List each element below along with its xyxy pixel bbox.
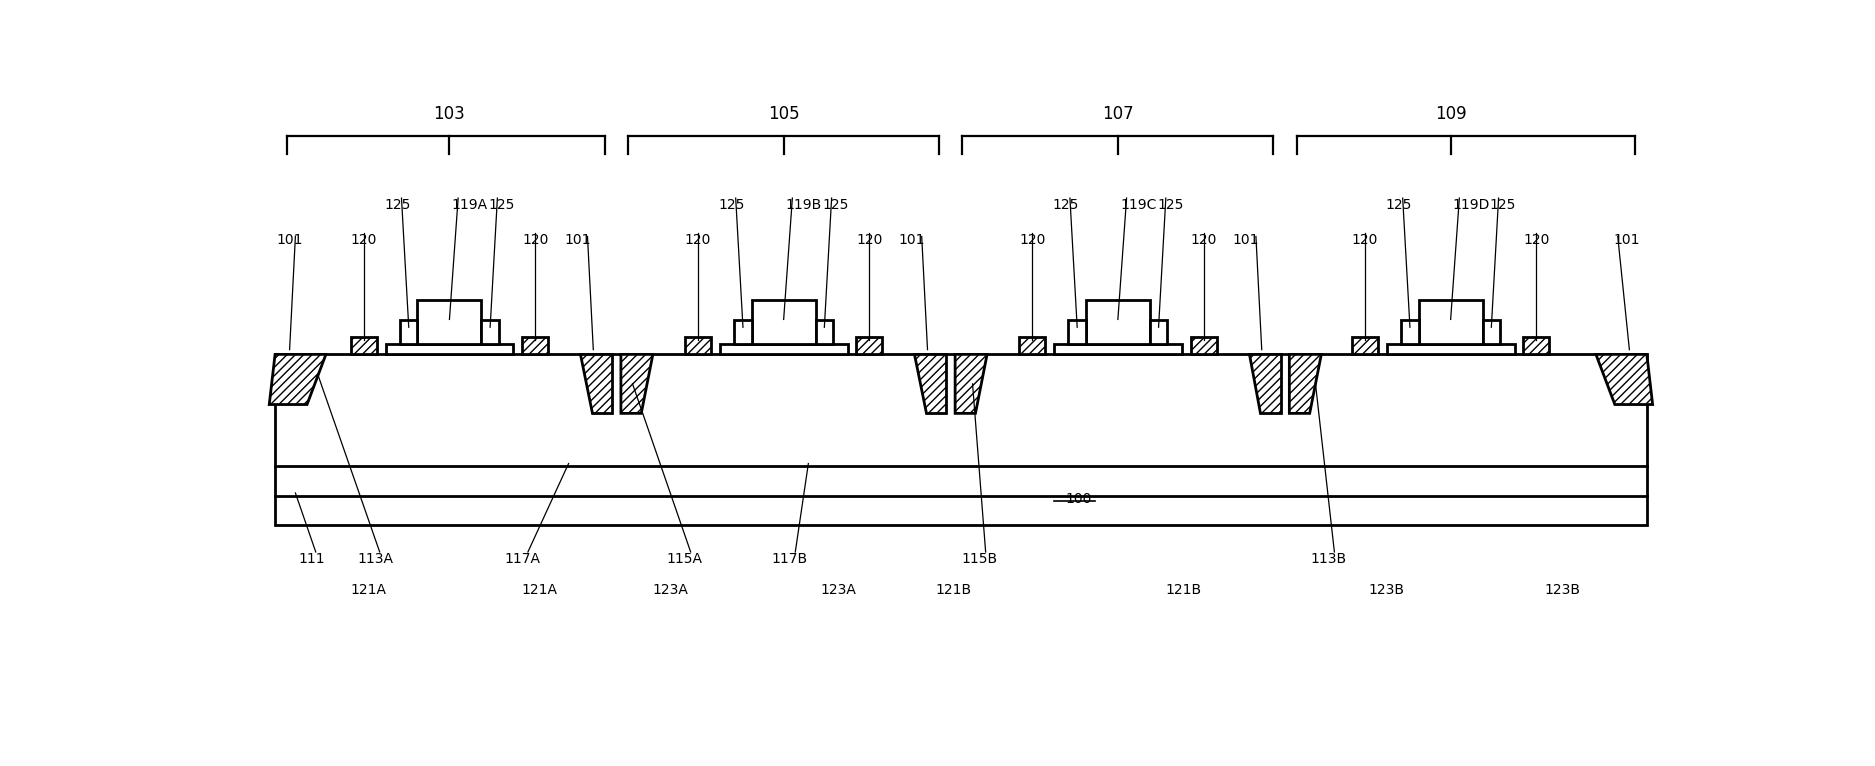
Bar [1419, 300, 1483, 344]
Text: 105: 105 [769, 105, 799, 123]
Bar [1086, 300, 1149, 344]
Text: 123A: 123A [821, 583, 857, 597]
Bar [1069, 320, 1086, 344]
Bar [1020, 337, 1044, 355]
Bar [684, 337, 711, 355]
Polygon shape [621, 355, 652, 414]
Text: 100: 100 [1065, 492, 1091, 506]
Text: 119B: 119B [786, 198, 821, 212]
Text: 125: 125 [489, 198, 516, 212]
Polygon shape [954, 355, 986, 414]
Text: 117A: 117A [504, 552, 540, 566]
Text: 115A: 115A [668, 552, 703, 566]
Text: 125: 125 [1491, 198, 1517, 212]
Bar [752, 300, 816, 344]
Bar [521, 337, 547, 355]
Text: 101: 101 [564, 234, 591, 247]
Bar [1388, 344, 1515, 355]
Text: 125: 125 [1157, 198, 1183, 212]
Polygon shape [915, 355, 947, 414]
Bar [399, 320, 418, 344]
Text: 125: 125 [1052, 198, 1078, 212]
Bar [418, 300, 482, 344]
Text: 123A: 123A [652, 583, 688, 597]
Text: 103: 103 [433, 105, 465, 123]
Text: 121A: 121A [521, 583, 557, 597]
Text: 120: 120 [1522, 234, 1549, 247]
Bar [720, 344, 848, 355]
Text: 101: 101 [1232, 234, 1258, 247]
Text: 125: 125 [384, 198, 411, 212]
Bar [816, 320, 832, 344]
Text: 125: 125 [718, 198, 744, 212]
Text: 120: 120 [684, 234, 711, 247]
Bar [1054, 344, 1181, 355]
Polygon shape [579, 355, 611, 414]
Text: 123B: 123B [1369, 583, 1404, 597]
Bar [857, 337, 883, 355]
Bar [1191, 337, 1217, 355]
Text: 101: 101 [276, 234, 304, 247]
Bar [1352, 337, 1378, 355]
Text: 121B: 121B [936, 583, 971, 597]
Text: 119D: 119D [1453, 198, 1489, 212]
Bar [735, 320, 752, 344]
Polygon shape [1290, 355, 1322, 414]
Text: 117B: 117B [771, 552, 808, 566]
Text: 115B: 115B [962, 552, 998, 566]
Bar [276, 355, 1646, 525]
Text: 109: 109 [1434, 105, 1466, 123]
Text: 107: 107 [1102, 105, 1134, 123]
Bar [1483, 320, 1500, 344]
Text: 113B: 113B [1311, 552, 1346, 566]
Polygon shape [1249, 355, 1281, 414]
Polygon shape [270, 355, 326, 404]
Text: 113A: 113A [358, 552, 394, 566]
Bar [482, 320, 499, 344]
Text: 121A: 121A [351, 583, 386, 597]
Text: 121B: 121B [1164, 583, 1202, 597]
Text: 101: 101 [1612, 234, 1641, 247]
Text: 125: 125 [823, 198, 849, 212]
Text: 120: 120 [1191, 234, 1217, 247]
Text: 120: 120 [351, 234, 377, 247]
Bar [1149, 320, 1168, 344]
Text: 123B: 123B [1545, 583, 1581, 597]
Text: 120: 120 [857, 234, 883, 247]
Text: 120: 120 [1018, 234, 1046, 247]
Text: 120: 120 [521, 234, 547, 247]
Bar [351, 337, 377, 355]
Text: 101: 101 [898, 234, 924, 247]
Text: 120: 120 [1352, 234, 1378, 247]
Polygon shape [1596, 355, 1652, 404]
Text: 125: 125 [1386, 198, 1412, 212]
Bar [386, 344, 514, 355]
Text: 111: 111 [298, 552, 324, 566]
Bar [1401, 320, 1419, 344]
Text: 119C: 119C [1119, 198, 1157, 212]
Text: 119A: 119A [452, 198, 488, 212]
Bar [1522, 337, 1549, 355]
